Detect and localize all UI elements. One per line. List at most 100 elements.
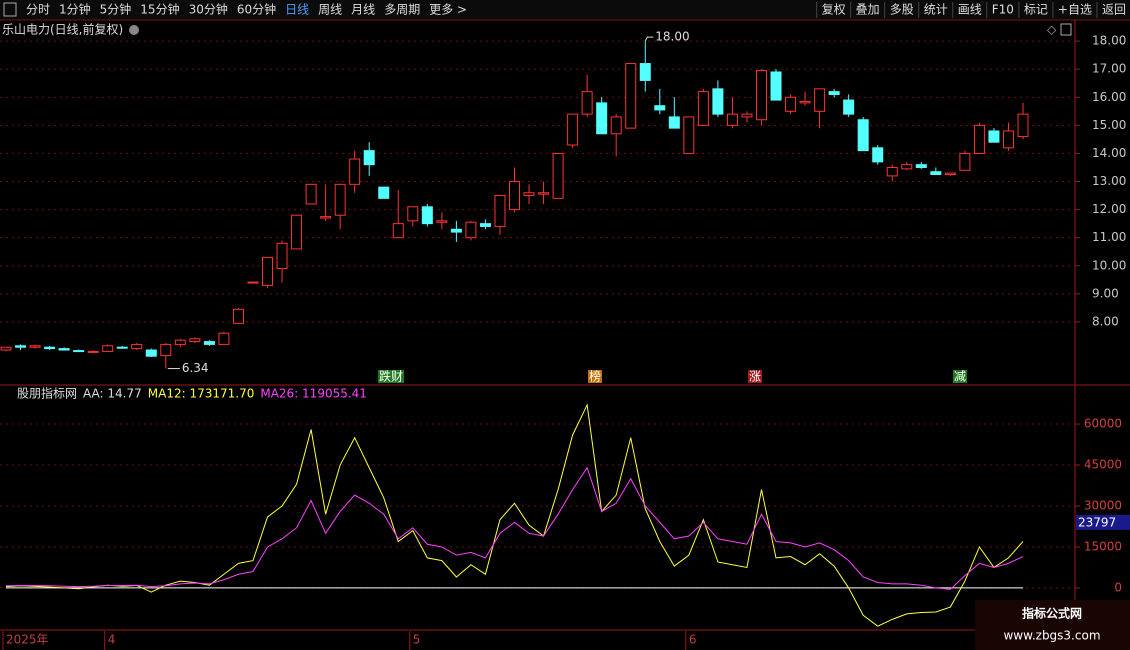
y-tick-label: 17.00 bbox=[1092, 62, 1126, 76]
event-badge[interactable] bbox=[588, 370, 602, 383]
toolbar-button[interactable]: 叠加 bbox=[856, 3, 880, 17]
event-label[interactable]: 涨 bbox=[749, 369, 761, 384]
candle-body bbox=[944, 172, 956, 175]
legend-entry: MA12: 173171.70 bbox=[148, 387, 255, 401]
candle-body bbox=[828, 91, 840, 95]
toolbar-button[interactable]: +自选 bbox=[1058, 3, 1092, 17]
toolbar-button[interactable]: 返回 bbox=[1102, 3, 1126, 17]
high-label: 18.00 bbox=[655, 30, 689, 44]
candle-body bbox=[596, 102, 608, 135]
candle-body bbox=[450, 228, 462, 233]
toolbar-button[interactable]: 60分钟 bbox=[237, 2, 276, 17]
y-tick-label: 8.00 bbox=[1092, 314, 1119, 328]
menu-icon[interactable] bbox=[3, 2, 17, 17]
candle-body bbox=[465, 221, 477, 239]
candle-body bbox=[901, 164, 913, 170]
candle-body bbox=[625, 63, 637, 129]
stock-title: 乐山电力(日线,前复权) bbox=[2, 22, 123, 37]
toolbar-button[interactable]: F10 bbox=[992, 3, 1014, 17]
candle-body bbox=[959, 152, 971, 171]
watermark-box bbox=[975, 600, 1130, 650]
event-badge[interactable] bbox=[953, 370, 967, 383]
candle-body bbox=[639, 63, 651, 81]
candle-body bbox=[915, 164, 927, 168]
toolbar-button[interactable]: 月线 bbox=[351, 3, 375, 17]
candle-body bbox=[218, 332, 230, 345]
candle-body bbox=[349, 158, 361, 185]
y-tick-label: 45000 bbox=[1084, 458, 1122, 472]
y-tick-label: 0 bbox=[1114, 580, 1122, 594]
candle-body bbox=[567, 113, 579, 146]
toolbar-button[interactable]: 多周期 bbox=[384, 3, 420, 17]
candle-body bbox=[174, 339, 186, 345]
icon[interactable]: ◇ bbox=[1047, 23, 1057, 37]
candle-body bbox=[785, 96, 797, 112]
candle-body bbox=[712, 88, 724, 115]
y-tick-label: 9.00 bbox=[1092, 286, 1119, 300]
candle-body bbox=[189, 338, 201, 343]
toolbar-button[interactable]: 30分钟 bbox=[189, 2, 228, 17]
candle-body bbox=[15, 345, 27, 348]
candle-body bbox=[479, 223, 491, 227]
event-badge[interactable] bbox=[378, 370, 404, 383]
candle-body bbox=[755, 70, 767, 121]
watermark-title: 指标公式网 bbox=[1022, 606, 1082, 621]
event-badge[interactable] bbox=[748, 370, 762, 383]
cursor-badge bbox=[1076, 514, 1130, 530]
toolbar-button[interactable]: 1分钟 bbox=[59, 2, 91, 17]
candle-body bbox=[145, 349, 157, 357]
y-tick-label: 14.00 bbox=[1092, 146, 1126, 160]
toolbar-button[interactable]: 更多 > bbox=[429, 3, 467, 17]
legend-entry: AA: 14.77 bbox=[83, 387, 142, 401]
candle-body bbox=[58, 348, 70, 351]
candle-body bbox=[102, 345, 114, 352]
event-label[interactable]: 跌财 bbox=[379, 369, 403, 384]
candle-body bbox=[131, 343, 143, 350]
event-label[interactable]: 榜 bbox=[589, 369, 601, 384]
x-tick-label: 6 bbox=[689, 633, 697, 647]
indicator-line bbox=[5, 403, 1024, 627]
candle-body bbox=[407, 206, 419, 222]
toolbar-button[interactable]: 周线 bbox=[318, 3, 342, 17]
toolbar-button[interactable]: 画线 bbox=[958, 3, 982, 17]
candle-body bbox=[87, 350, 99, 353]
y-tick-label: 13.00 bbox=[1092, 174, 1126, 188]
x-tick-label: 5 bbox=[413, 633, 421, 647]
candle-body bbox=[378, 186, 390, 199]
toolbar-button[interactable]: 统计 bbox=[924, 3, 948, 17]
icon[interactable] bbox=[1060, 23, 1072, 36]
candle-body bbox=[668, 116, 680, 129]
y-tick-label: 60000 bbox=[1084, 417, 1122, 431]
candle-body bbox=[799, 100, 811, 104]
candle-body bbox=[160, 343, 172, 357]
candle-body bbox=[886, 166, 898, 177]
y-tick-label: 30000 bbox=[1084, 498, 1122, 512]
candle-body bbox=[814, 88, 826, 112]
candle-body bbox=[973, 124, 985, 154]
candle-body bbox=[363, 150, 375, 166]
toolbar-button[interactable]: 5分钟 bbox=[100, 2, 132, 17]
toolbar-button[interactable]: 15分钟 bbox=[140, 2, 179, 17]
candle-body bbox=[538, 192, 550, 195]
toolbar-button[interactable]: 分时 bbox=[26, 3, 50, 17]
y-tick-label: 10.00 bbox=[1092, 258, 1126, 272]
candle-body bbox=[116, 346, 128, 349]
candle-body bbox=[494, 195, 506, 227]
candle-body bbox=[523, 192, 535, 197]
toolbar bbox=[0, 0, 1130, 20]
toolbar-button[interactable]: 日线 bbox=[285, 3, 309, 17]
candle-body bbox=[436, 220, 448, 223]
candle-body bbox=[1002, 130, 1014, 149]
icon[interactable] bbox=[129, 25, 139, 35]
event-label[interactable]: 减 bbox=[954, 370, 966, 384]
candle-body bbox=[291, 214, 303, 250]
candle-body bbox=[857, 119, 869, 152]
candle-body bbox=[930, 171, 942, 175]
candle-body bbox=[683, 116, 695, 154]
candle-body bbox=[262, 256, 274, 286]
candle-body bbox=[697, 91, 709, 126]
toolbar-button[interactable]: 标记 bbox=[1024, 3, 1048, 17]
toolbar-button[interactable]: 多股 bbox=[890, 3, 914, 17]
toolbar-button[interactable]: 复权 bbox=[822, 3, 846, 17]
